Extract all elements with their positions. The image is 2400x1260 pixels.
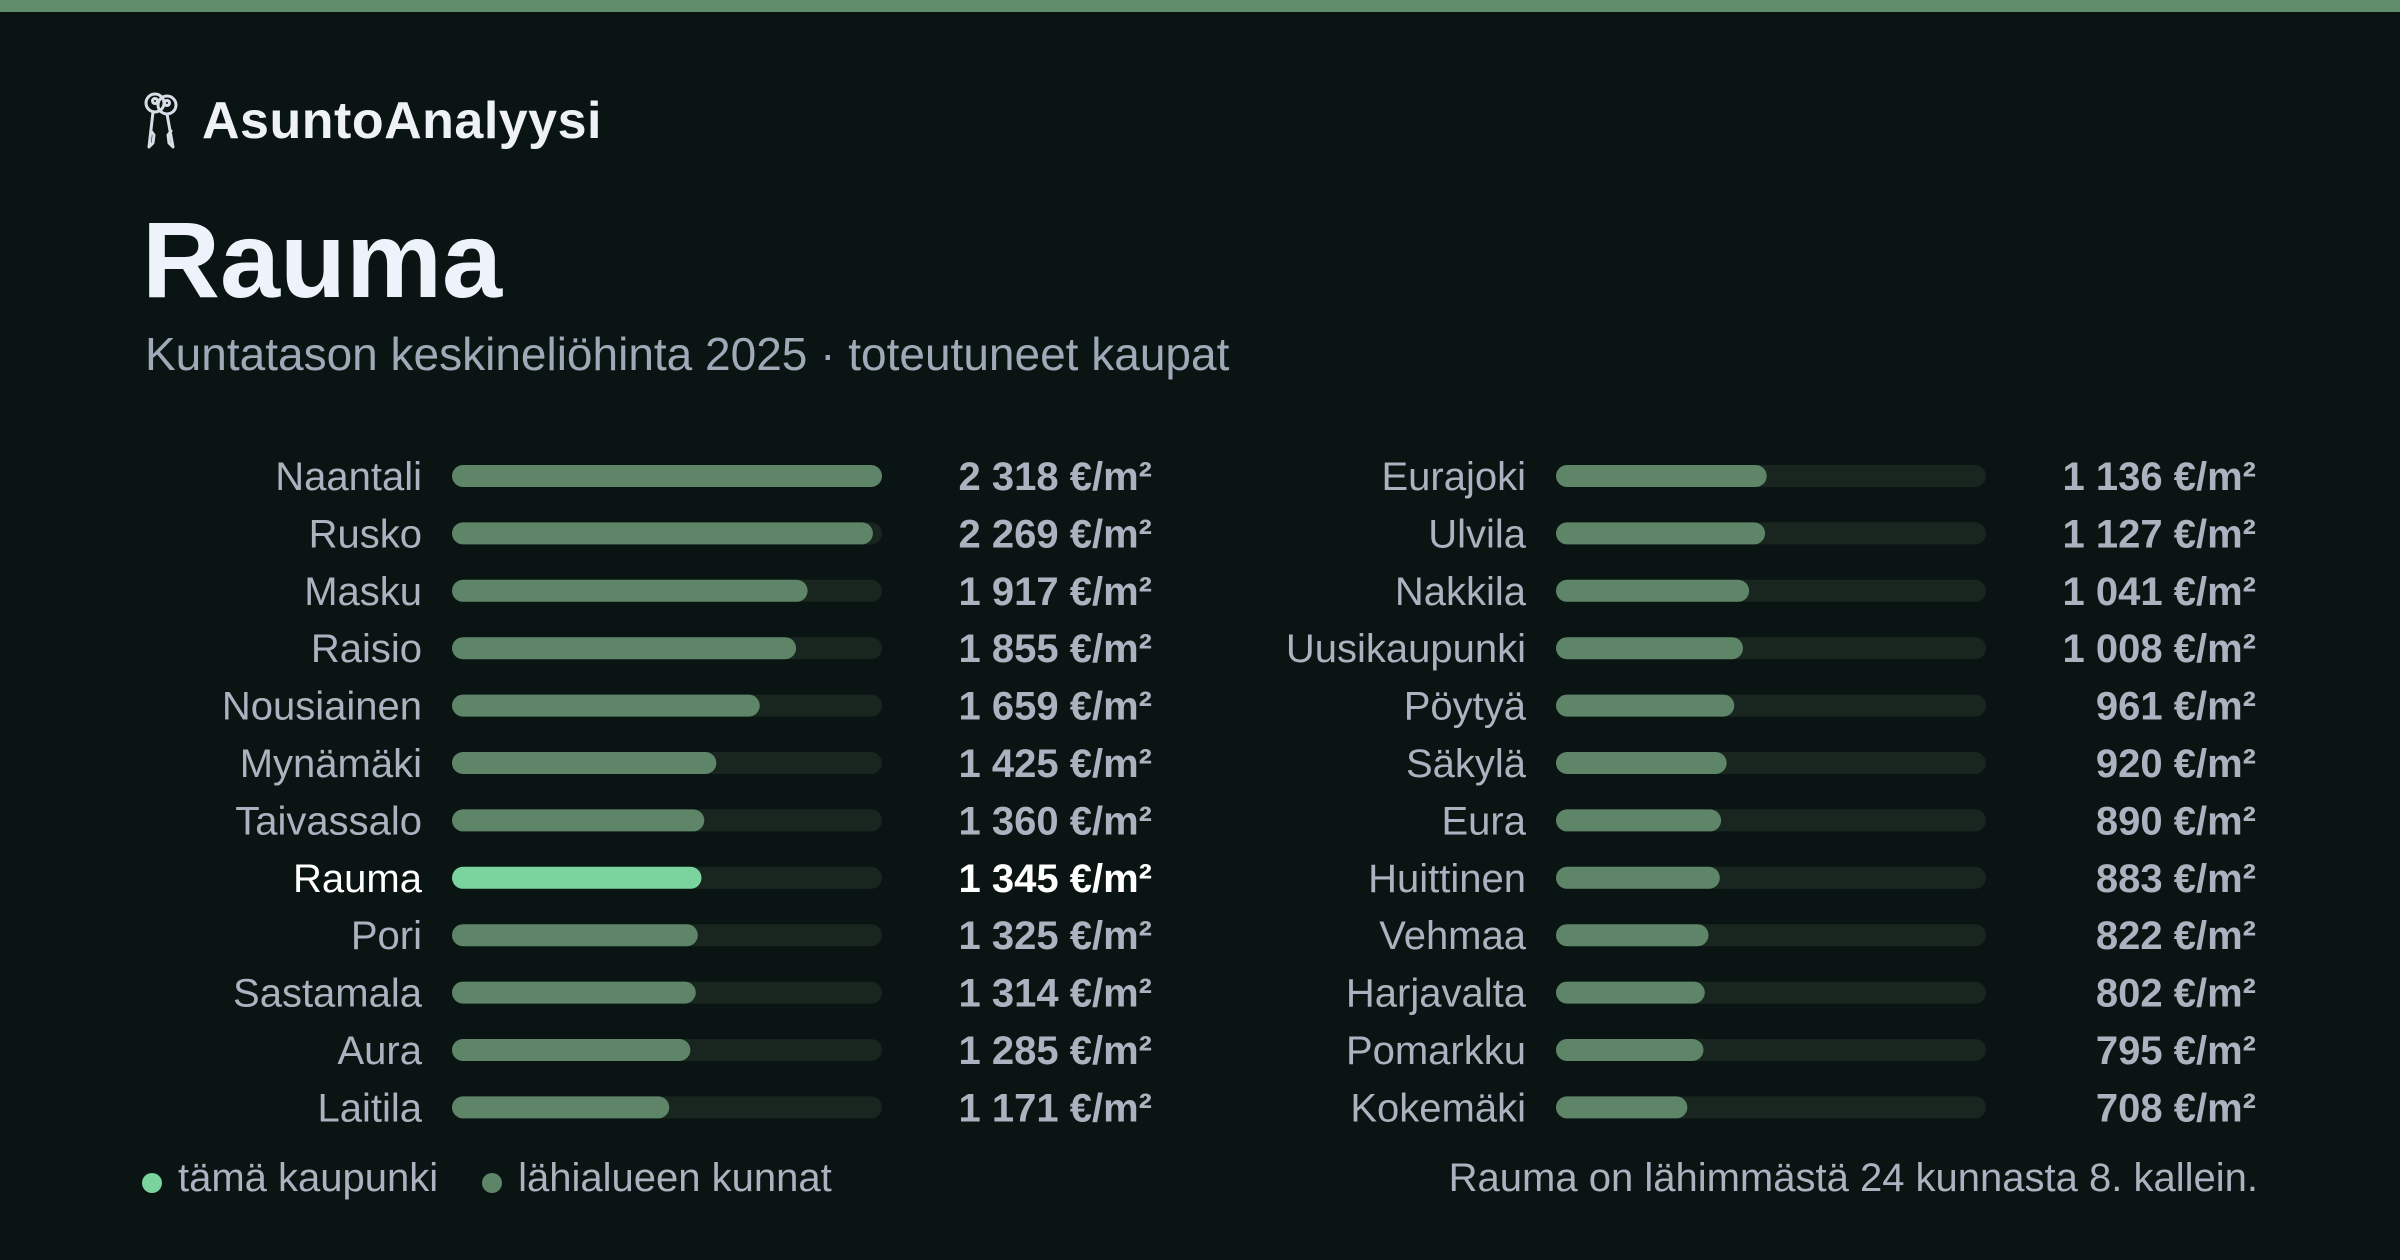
value-label: 1 325 €/m²	[959, 914, 1152, 958]
category-label: Ulvila	[1428, 512, 1527, 556]
value-label: 1 917 €/m²	[959, 570, 1152, 614]
category-label: Pöytyä	[1404, 685, 1527, 729]
value-label: 920 €/m²	[2096, 742, 2256, 786]
bar	[1556, 694, 1735, 717]
category-label: Aura	[338, 1029, 423, 1073]
bar	[452, 981, 696, 1004]
page-title: Rauma	[142, 199, 503, 320]
value-label: 1 659 €/m²	[959, 685, 1152, 729]
category-label: Raisio	[311, 627, 422, 671]
category-label: Rusko	[309, 512, 422, 556]
page-subtitle: Kuntatason keskineliöhinta 2025 · toteut…	[145, 328, 1230, 380]
bar	[452, 579, 808, 602]
category-label: Naantali	[275, 455, 422, 499]
category-label: Kokemäki	[1350, 1086, 1526, 1130]
brand-name: AsuntoAnalyysi	[202, 92, 602, 150]
category-label: Mynämäki	[240, 742, 422, 786]
value-label: 2 318 €/m²	[959, 455, 1152, 499]
value-label: 1 171 €/m²	[959, 1086, 1152, 1130]
category-label: Masku	[304, 570, 422, 614]
bar	[452, 752, 717, 774]
category-label: Pomarkku	[1346, 1029, 1526, 1073]
bar	[1556, 579, 1750, 602]
bar	[1556, 465, 1767, 487]
value-label: 2 269 €/m²	[959, 512, 1152, 556]
value-label: 795 €/m²	[2096, 1029, 2256, 1073]
bar	[1556, 809, 1722, 832]
category-label: Eurajoki	[1381, 455, 1526, 499]
category-label: Nakkila	[1395, 570, 1527, 614]
legend-dot-highlight	[142, 1173, 162, 1193]
bar	[452, 809, 705, 832]
value-label: 1 345 €/m²	[959, 857, 1152, 901]
legend-item-others: lähialueen kunnat	[482, 1156, 832, 1201]
bar	[452, 694, 760, 717]
bar	[1556, 1039, 1704, 1061]
category-label: Sastamala	[233, 972, 423, 1016]
bar-highlight	[452, 866, 702, 889]
value-label: 890 €/m²	[2096, 799, 2256, 843]
footnote: Rauma on lähimmästä 24 kunnasta 8. kalle…	[1448, 1155, 2258, 1200]
value-label: 1 855 €/m²	[959, 627, 1152, 671]
value-label: 1 425 €/m²	[959, 742, 1152, 786]
legend-label-others: lähialueen kunnat	[518, 1155, 832, 1200]
value-label: 883 €/m²	[2096, 857, 2256, 901]
bar	[452, 1096, 670, 1119]
category-label: Rauma	[293, 857, 423, 901]
category-label: Pori	[351, 914, 422, 958]
value-label: 1 314 €/m²	[959, 972, 1152, 1016]
legend: tämä kaupunki lähialueen kunnat	[142, 1150, 832, 1206]
value-label: 1 360 €/m²	[959, 799, 1152, 843]
value-label: 802 €/m²	[2096, 972, 2256, 1016]
category-label: Laitila	[317, 1086, 422, 1130]
bar	[452, 1039, 691, 1061]
value-label: 1 127 €/m²	[2063, 512, 2256, 556]
category-label: Säkylä	[1406, 742, 1527, 786]
category-label: Harjavalta	[1346, 972, 1527, 1016]
bar	[1556, 522, 1766, 545]
bar	[1556, 1096, 1688, 1119]
legend-item-highlight: tämä kaupunki	[142, 1156, 438, 1201]
category-label: Nousiainen	[222, 685, 422, 729]
category-label: Vehmaa	[1379, 914, 1527, 958]
bar	[1556, 637, 1743, 660]
value-label: 708 €/m²	[2096, 1086, 2256, 1130]
category-label: Taivassalo	[235, 799, 422, 843]
legend-label-highlight: tämä kaupunki	[178, 1155, 439, 1200]
value-label: 1 008 €/m²	[2063, 627, 2256, 671]
value-label: 1 136 €/m²	[2063, 455, 2256, 499]
value-label: 961 €/m²	[2096, 685, 2256, 729]
bar	[452, 465, 882, 487]
bar	[1556, 924, 1709, 947]
bar	[452, 637, 797, 660]
legend-dot-others	[482, 1173, 503, 1193]
bar	[1556, 981, 1705, 1004]
value-label: 822 €/m²	[2096, 914, 2256, 958]
brand: AsuntoAnalyysi	[142, 88, 602, 154]
keys-icon	[142, 91, 180, 151]
bar	[452, 924, 698, 947]
bar	[1556, 752, 1727, 774]
value-label: 1 041 €/m²	[2063, 570, 2256, 614]
bar	[1556, 866, 1720, 889]
top-accent-bar	[0, 0, 2400, 12]
category-label: Huittinen	[1368, 857, 1526, 901]
value-label: 1 285 €/m²	[959, 1029, 1152, 1073]
category-label: Eura	[1442, 799, 1527, 843]
category-label: Uusikaupunki	[1286, 627, 1526, 671]
bar	[452, 522, 873, 545]
